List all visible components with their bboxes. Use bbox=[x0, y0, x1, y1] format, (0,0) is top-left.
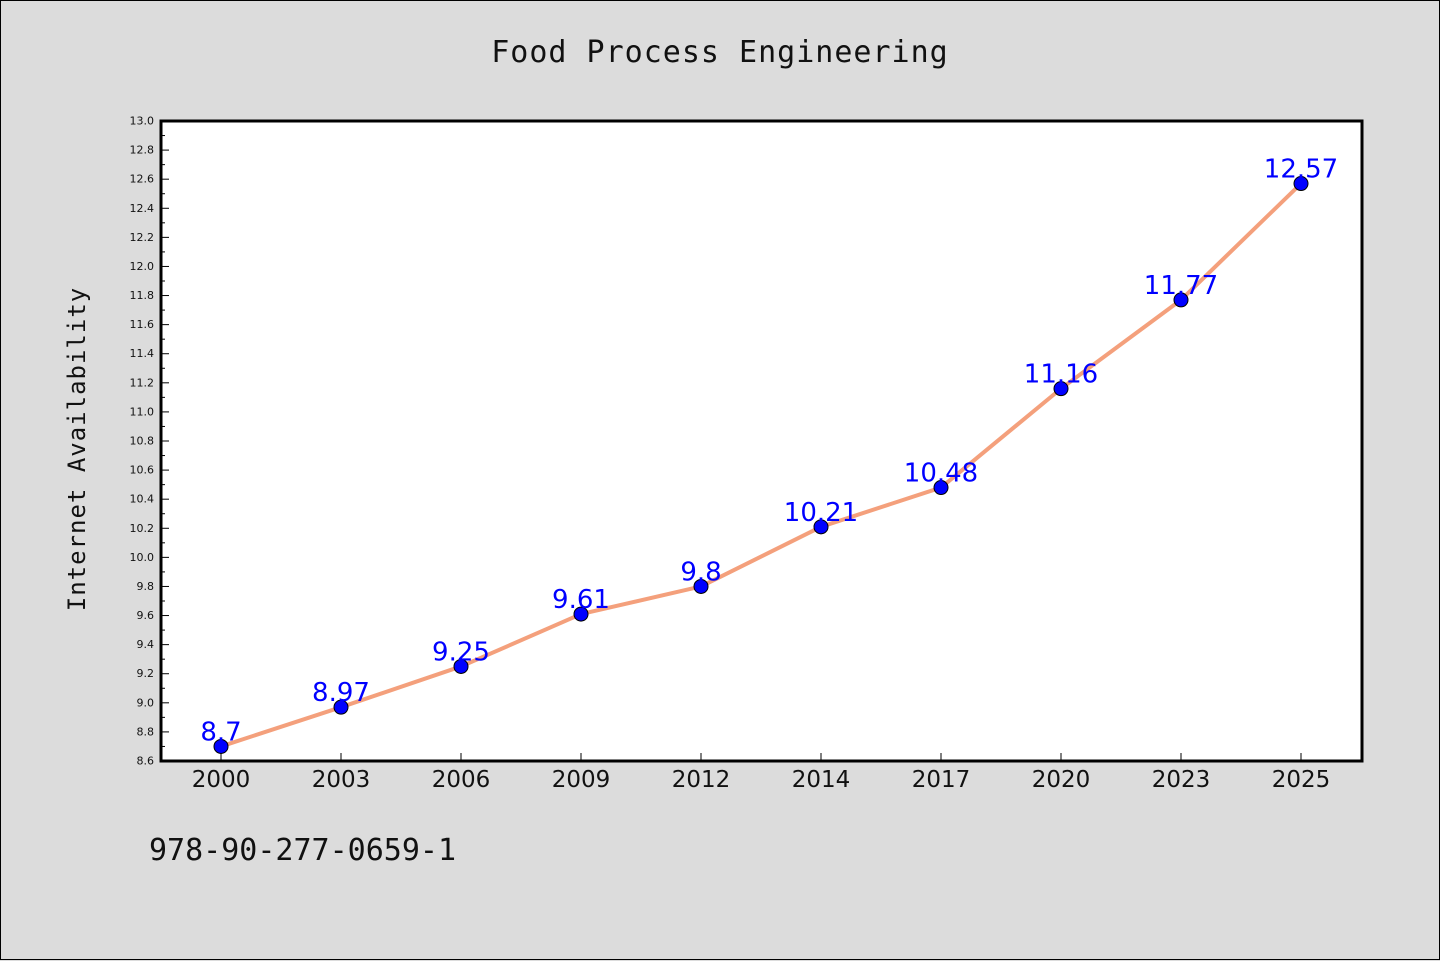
y-tick-label: 11.4 bbox=[130, 347, 155, 360]
x-tick-label: 2006 bbox=[432, 767, 491, 793]
y-tick-label: 12.4 bbox=[130, 202, 155, 215]
y-tick-label: 9.0 bbox=[137, 696, 155, 709]
data-point bbox=[1053, 381, 1069, 397]
y-tick-label: 11.6 bbox=[130, 318, 155, 331]
data-label: 9.61 bbox=[552, 585, 610, 615]
y-tick-label: 9.6 bbox=[137, 609, 155, 622]
data-label: 9.25 bbox=[432, 637, 490, 667]
data-point bbox=[933, 480, 949, 496]
x-tick-label: 2003 bbox=[312, 767, 371, 793]
plot-frame bbox=[159, 119, 1364, 763]
y-tick-label: 11.2 bbox=[130, 376, 155, 389]
x-tick-label: 2017 bbox=[912, 767, 971, 793]
x-tick-label: 2009 bbox=[552, 767, 611, 793]
data-label: 8.7 bbox=[200, 717, 241, 747]
y-tick-label: 10.2 bbox=[130, 522, 155, 535]
y-tick-label: 12.2 bbox=[130, 231, 155, 244]
y-tick-label: 13.0 bbox=[130, 115, 155, 128]
data-label: 10.21 bbox=[784, 498, 858, 528]
data-point bbox=[1173, 292, 1189, 308]
data-point bbox=[573, 606, 589, 622]
data-point bbox=[213, 738, 229, 754]
chart-title: Food Process Engineering bbox=[491, 35, 949, 70]
data-point bbox=[1293, 176, 1309, 192]
x-tick-label: 2023 bbox=[1152, 767, 1211, 793]
x-tick-label: 2020 bbox=[1032, 767, 1091, 793]
y-tick-label: 12.6 bbox=[130, 173, 155, 186]
data-point bbox=[693, 578, 709, 594]
x-tick-label: 2000 bbox=[192, 767, 251, 793]
y-tick-label: 9.8 bbox=[137, 580, 155, 593]
x-tick-label: 2025 bbox=[1272, 767, 1331, 793]
y-tick-label: 8.6 bbox=[137, 755, 155, 768]
data-label: 11.16 bbox=[1024, 360, 1098, 390]
footer-code: 978-90-277-0659-1 bbox=[149, 833, 457, 868]
y-tick-label: 12.8 bbox=[130, 144, 155, 157]
y-tick-label: 9.2 bbox=[137, 667, 155, 680]
data-point bbox=[333, 699, 349, 715]
data-label: 9.8 bbox=[680, 557, 721, 587]
series-line bbox=[219, 181, 1303, 749]
plot-background bbox=[161, 121, 1362, 761]
y-tick-label: 9.4 bbox=[137, 638, 155, 651]
x-tick-label: 2014 bbox=[792, 767, 851, 793]
data-label: 12.57 bbox=[1264, 155, 1338, 185]
y-tick-label: 8.8 bbox=[137, 725, 155, 738]
data-label: 8.97 bbox=[312, 678, 370, 708]
x-tick-label: 2012 bbox=[672, 767, 731, 793]
data-label: 10.48 bbox=[904, 459, 978, 489]
y-tick-label: 10.6 bbox=[130, 464, 155, 477]
data-point bbox=[453, 658, 469, 674]
y-tick-label: 10.0 bbox=[130, 551, 155, 564]
data-label: 11.77 bbox=[1144, 271, 1218, 301]
y-tick-label: 10.4 bbox=[130, 493, 155, 506]
y-tick-label: 11.8 bbox=[130, 289, 155, 302]
y-tick-label: 10.8 bbox=[130, 435, 155, 448]
y-tick-label: 12.0 bbox=[130, 260, 155, 273]
y-tick-label: 11.0 bbox=[130, 405, 155, 418]
data-point bbox=[813, 519, 829, 535]
